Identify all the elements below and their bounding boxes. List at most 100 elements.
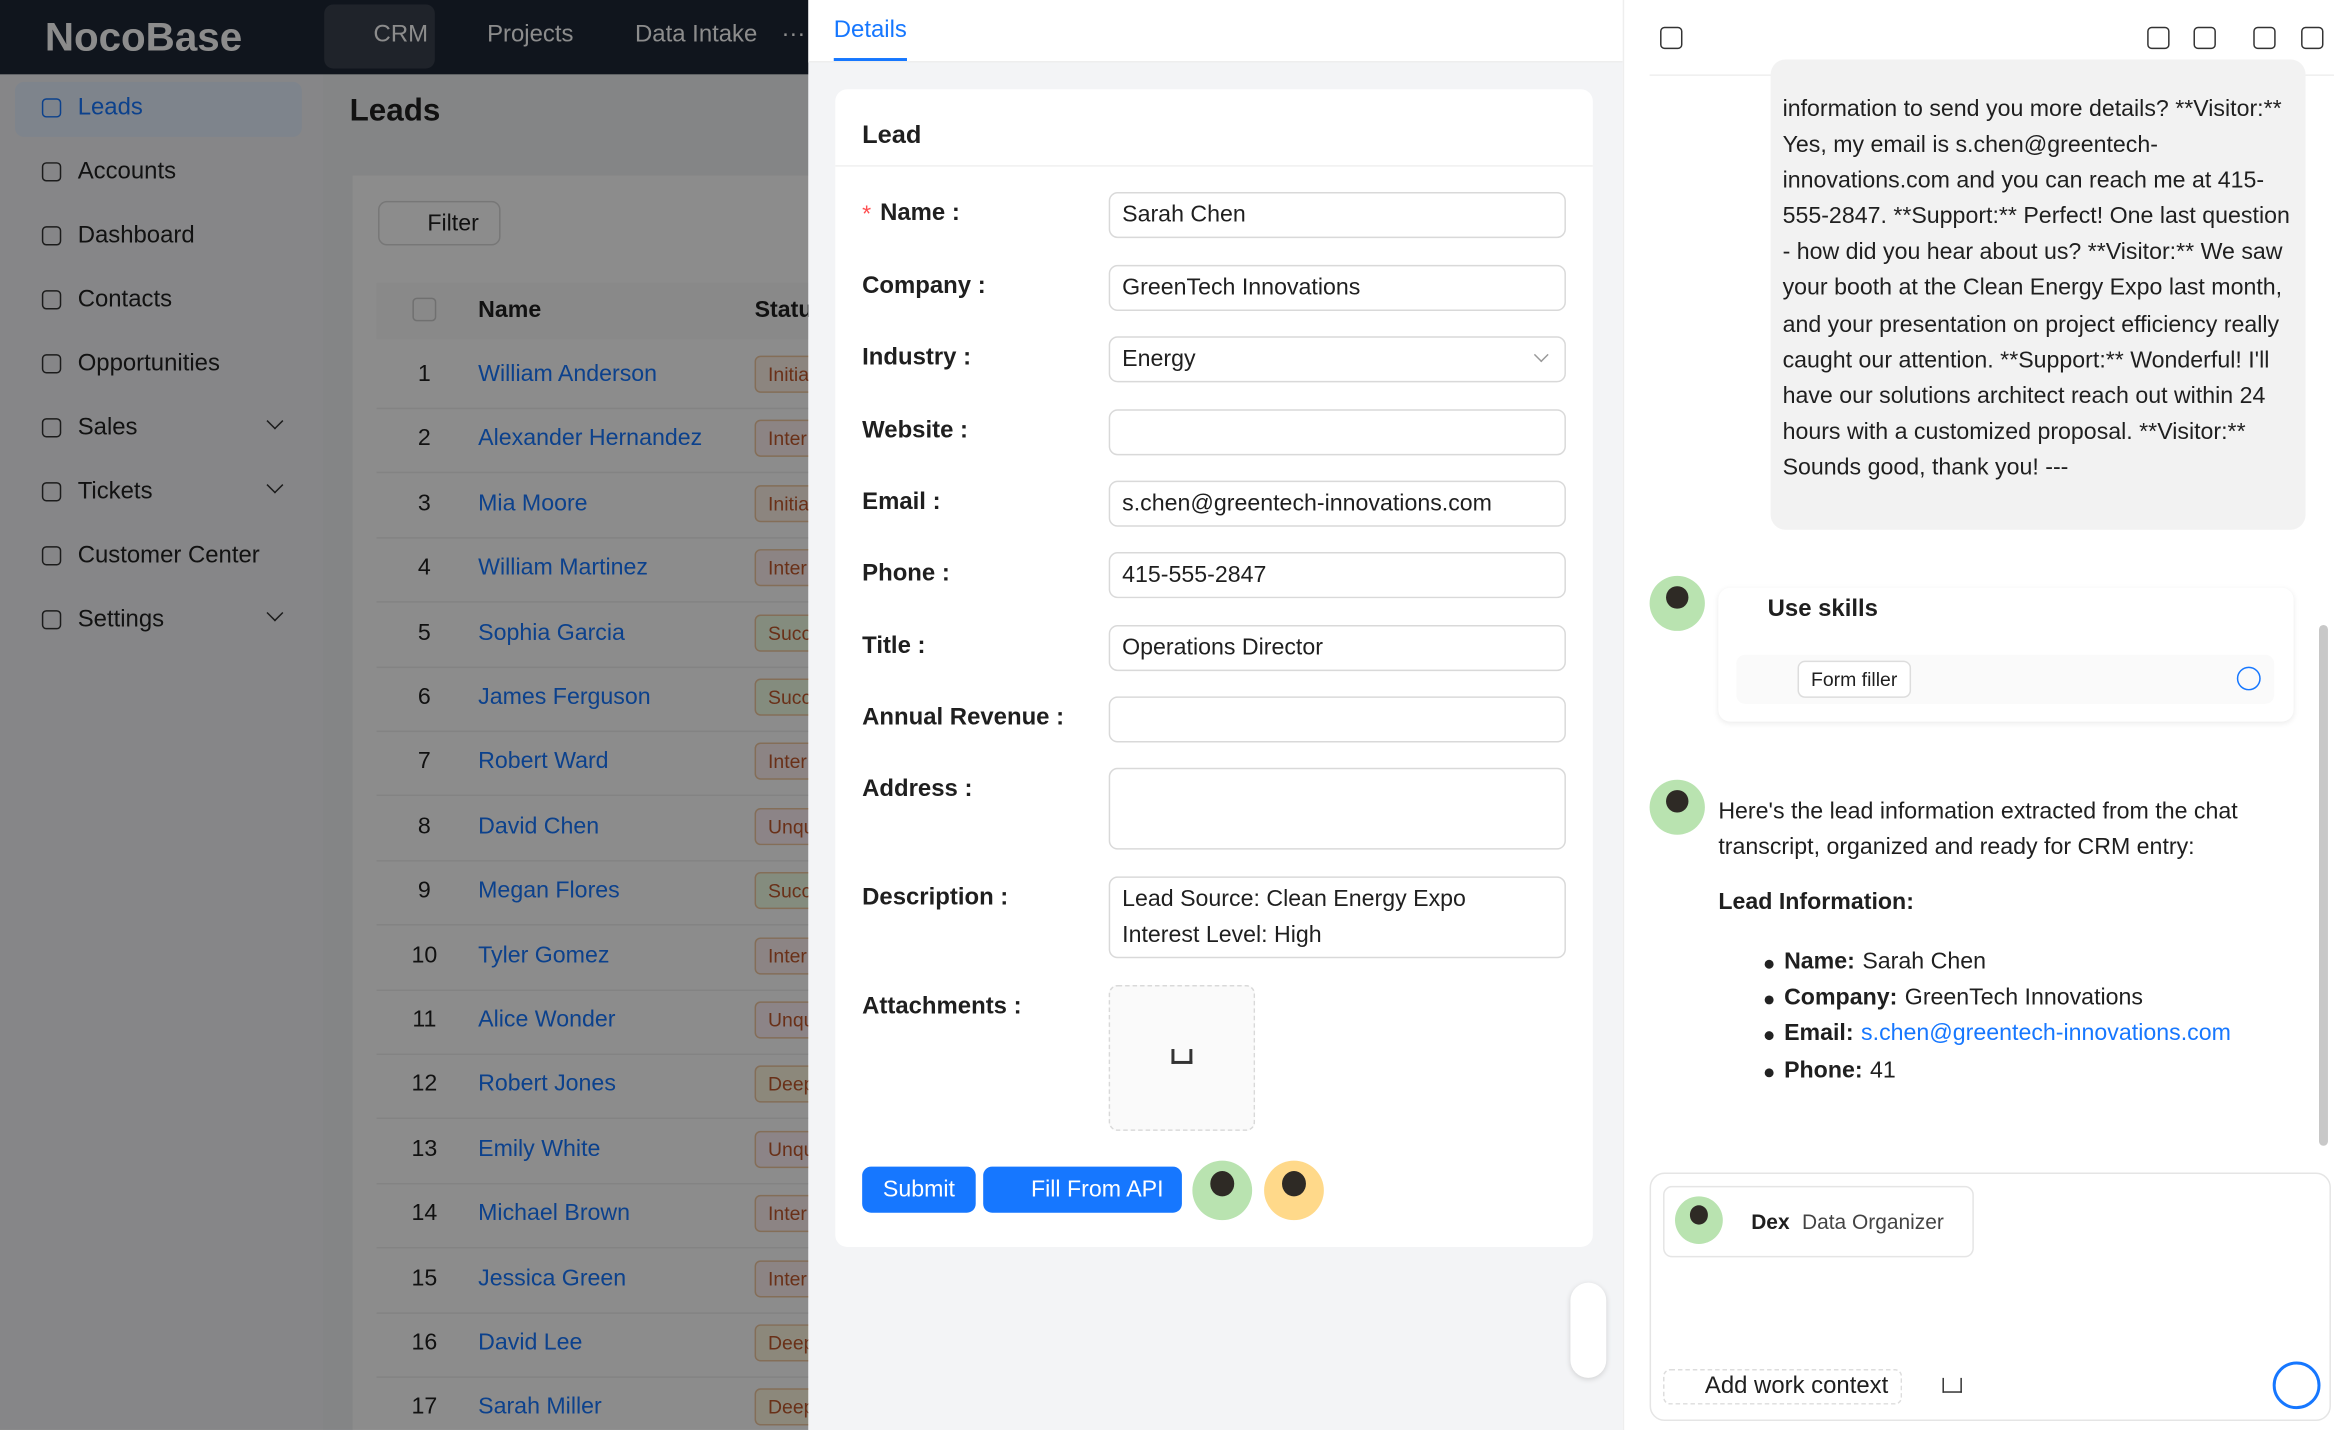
toolbar-icon[interactable] [1660,26,1683,50]
field-label: Title : [862,633,926,660]
menu-item[interactable]: Sales [77,415,138,441]
textarea-line: Lead Source: Clean Energy Expo [1122,886,1466,913]
item-key: Phone: [1784,1057,1863,1083]
menu-icon [41,610,62,630]
submit-button[interactable]: Submit [862,1166,976,1213]
lead-name[interactable]: Alice Wonder [478,1007,616,1033]
tab[interactable]: Details [833,17,907,44]
row-line [376,1376,816,1378]
row-number: 4 [417,555,431,581]
textarea[interactable]: Lead Source: Clean Energy Expo Interest L… [1108,876,1566,959]
lead-name[interactable]: James Ferguson [478,684,651,710]
list-item: Email: s.chen@greentech-innovations.com [1784,1021,2231,1048]
fill-button[interactable]: Fill From API [983,1166,1182,1213]
reply-text: Here's the lead information extracted fr… [1718,799,2238,861]
row-number: 13 [411,1136,438,1162]
row-line [376,1053,816,1055]
input[interactable]: Energy [1108,336,1566,383]
toolbar-icon[interactable] [2193,26,2216,50]
menu-item[interactable]: Leads [77,95,143,121]
menu-icon [41,482,62,502]
field-label: Address : [862,776,973,803]
upload-icon[interactable] [1942,1377,1962,1393]
fill-label: Fill From API [1030,1177,1164,1203]
menu-item[interactable]: Settings [77,607,165,633]
avatar[interactable] [1264,1160,1324,1221]
upload[interactable] [1108,985,1256,1131]
input[interactable]: Operations Director [1108,624,1566,672]
lead-name[interactable]: David Chen [478,813,600,839]
context-button[interactable]: Add work context [1663,1368,1902,1405]
avatar[interactable] [1192,1160,1253,1221]
lead-name[interactable]: Robert Ward [478,749,609,775]
item-key: Company: [1784,985,1898,1011]
input[interactable] [1108,767,1566,850]
input[interactable] [1108,409,1566,456]
lead-name[interactable]: Tyler Gomez [478,942,610,969]
toolbar-icon[interactable] [2147,26,2170,50]
row-number: 6 [417,684,431,710]
table-card [352,175,816,1430]
menu-item[interactable]: Accounts [77,159,177,185]
agent-chip [1663,1185,1974,1258]
bullet [1764,1031,1774,1041]
lead-name[interactable]: David Lee [478,1330,583,1356]
row-number: 16 [411,1330,438,1356]
filter-button[interactable]: Filter [378,200,501,246]
input-box[interactable] [1649,1172,2331,1422]
scrollbar [2318,624,2328,1146]
item-value[interactable]: s.chen@greentech-innovations.com [1861,1021,2231,1047]
list-item: Phone: 41 [1784,1057,1896,1084]
lead-name[interactable]: William Martinez [478,555,649,581]
input[interactable]: s.chen@greentech-innovations.com [1108,480,1566,527]
lead-name[interactable]: William Anderson [478,361,658,387]
avatar [1649,779,1705,835]
menu-item[interactable]: Customer Center [77,543,260,569]
lead-name[interactable]: Alexander Hernandez [478,426,703,452]
input[interactable]: GreenTech Innovations [1108,264,1566,311]
input-value: s.chen@greentech-innovations.com [1122,491,1492,517]
lead-name[interactable]: Mia Moore [478,490,588,517]
send-button[interactable] [2272,1361,2321,1410]
lead-name[interactable]: Sarah Miller [478,1394,602,1421]
lead-name[interactable]: Michael Brown [478,1201,631,1227]
status-icon [2236,666,2261,691]
row-line [376,666,816,668]
card-divider [835,165,1593,167]
menu-item[interactable]: Contacts [77,287,173,313]
avatar [1674,1196,1723,1244]
skill-tag[interactable]: Form filler [1797,660,1911,698]
row-line [376,988,816,991]
row-number: 7 [417,749,431,775]
input[interactable]: Sarah Chen [1108,191,1566,239]
menu-item[interactable]: Opportunities [77,351,220,377]
lead-name[interactable]: Megan Flores [478,878,620,904]
menu-item[interactable]: Dashboard [77,223,195,249]
collapse-handle[interactable] [1570,1282,1607,1378]
lead-name[interactable]: Emily White [478,1136,601,1162]
menu-item[interactable]: Tickets [77,479,153,505]
sidebar-active [14,81,302,137]
nav-item[interactable]: Projects [487,22,574,48]
toolbar-icon[interactable] [2253,26,2276,50]
row-line [376,730,816,733]
nav-active [324,4,435,69]
nav-item[interactable]: ··· [781,22,806,48]
lead-name[interactable]: Robert Jones [478,1071,616,1098]
field-label: Description : [862,885,1009,911]
select-arrow [1533,347,1549,363]
input-value: GreenTech Innovations [1122,275,1361,301]
nav-item[interactable]: CRM [373,22,428,48]
toolbar-icon[interactable] [2301,26,2324,50]
field-label: Phone : [862,560,950,587]
item-key: Email: [1784,1021,1854,1047]
required-mark: * [862,202,872,228]
input-value: 415-555-2847 [1122,562,1267,588]
lead-name[interactable]: Sophia Garcia [478,619,625,646]
input[interactable] [1108,696,1566,743]
card-title: Lead [862,120,922,149]
lead-name[interactable]: Jessica Green [478,1265,627,1291]
nav-item[interactable]: Data Intake [635,22,758,48]
menu-icon [41,354,62,374]
input[interactable]: 415-555-2847 [1108,552,1566,599]
